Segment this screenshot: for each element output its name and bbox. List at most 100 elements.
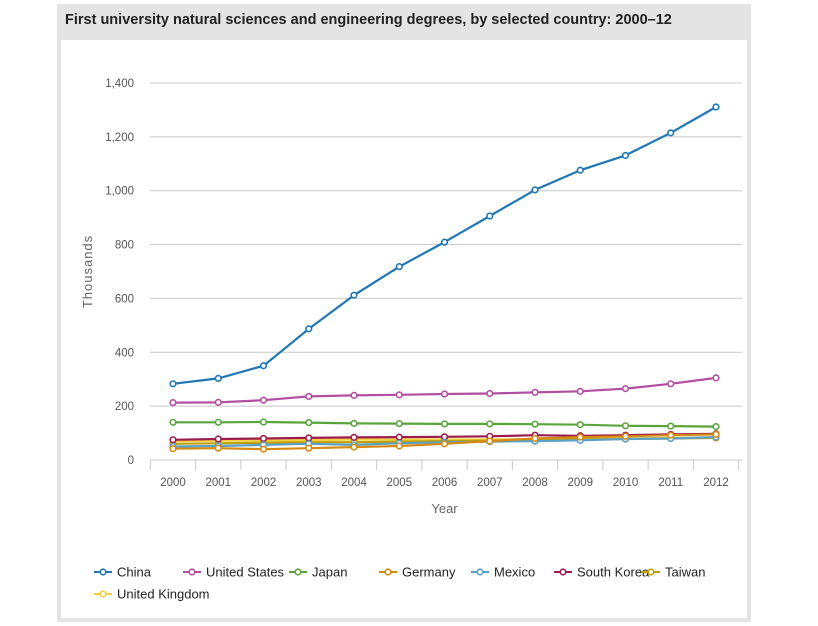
data-point-germany [531,434,539,443]
x-tick-label: 2010 [613,477,639,489]
x-tick-label: 2006 [432,477,458,489]
legend-label-germany[interactable]: Germany [402,565,456,580]
data-point-germany [440,440,449,448]
x-tick-label: 2008 [522,477,548,489]
x-tick-label: 2009 [567,477,593,489]
data-point-germany [621,432,630,440]
data-point-japan [667,422,675,430]
legend-label-united-states[interactable]: United States [206,565,285,580]
data-point-germany [667,431,675,439]
data-point-germany [305,444,313,452]
data-point-germany [576,433,584,441]
data-point-united-states [667,380,675,388]
data-point-united-states [531,388,539,397]
data-point-united-states [350,391,358,399]
data-point-germany [486,437,494,445]
data-point-china [214,374,222,383]
data-point-united-states [214,398,222,406]
legend-marker-united-kingdom[interactable] [99,590,107,598]
data-point-united-states [440,390,449,398]
data-point-japan [305,418,313,427]
legend-label-south-korea[interactable]: South Korea [577,565,650,580]
x-tick-label: 2011 [658,477,683,489]
chart-header: First university natural sciences and en… [57,4,751,40]
x-tick-label: 2005 [386,477,412,489]
data-point-united-states [169,399,177,407]
x-tick-label: 2004 [341,477,367,489]
x-tick-label: 2003 [296,477,322,489]
data-point-japan [169,418,177,426]
data-point-japan [576,421,584,429]
legend-marker-south-korea[interactable] [559,568,567,576]
data-point-japan [259,418,268,426]
data-point-south-korea [259,434,268,443]
data-point-china [712,103,720,111]
y-tick-label: 600 [115,293,134,305]
data-point-south-korea [169,436,177,444]
data-point-china [259,362,268,370]
legend-marker-taiwan[interactable] [647,568,655,576]
x-tick-label: 2007 [477,477,503,489]
data-point-germany [214,444,222,452]
legend-label-taiwan[interactable]: Taiwan [665,565,705,580]
data-point-japan [440,420,449,428]
data-point-germany [712,430,720,439]
chart-title: First university natural sciences and en… [65,12,672,28]
data-point-germany [169,445,177,453]
data-point-china [440,238,449,246]
legend-marker-japan[interactable] [294,568,302,576]
data-point-china [169,380,177,388]
legend-label-mexico[interactable]: Mexico [494,565,535,580]
y-tick-label: 1,000 [105,186,134,198]
data-point-south-korea [305,434,313,442]
y-axis-title: Thousands [80,235,95,308]
y-tick-label: 1,400 [105,78,134,90]
data-point-china [531,186,539,194]
data-point-japan [214,418,222,426]
data-point-china [667,129,675,137]
y-tick-label: 800 [115,240,134,252]
y-tick-label: 400 [115,347,134,359]
data-point-united-states [712,374,720,382]
data-point-japan [621,422,630,430]
y-tick-label: 200 [115,401,134,413]
data-point-germany [350,443,358,451]
legend-marker-china[interactable] [99,568,107,576]
series-line-united-states [172,376,717,404]
y-tick-label: 1,200 [105,132,134,144]
legend-label-united-kingdom[interactable]: United Kingdom [117,587,210,602]
data-point-japan [395,420,403,428]
x-tick-label: 2002 [251,477,277,489]
legend-label-japan[interactable]: Japan [312,565,347,580]
data-point-china [621,151,630,160]
data-point-germany [395,442,403,450]
chart-panel: 0 200 400 600 800 1,000 1,200 1,400 2000 2001 2002… [61,40,747,618]
data-point-south-korea [214,435,222,443]
data-point-china [395,263,403,271]
data-point-united-states [576,387,584,395]
x-tick-label: 2012 [703,477,729,489]
data-point-china [576,166,584,174]
data-point-japan [486,420,494,428]
x-tick-label: 2000 [160,477,186,489]
data-point-china [350,291,358,299]
x-tick-label: 2001 [205,477,231,489]
legend-label-china[interactable]: China [117,565,152,580]
data-point-united-states [395,391,403,399]
data-point-china [305,325,313,333]
legend-marker-germany[interactable] [384,568,392,576]
data-point-south-korea [350,433,358,441]
legend-marker-mexico[interactable] [476,568,484,576]
y-tick-label: 0 [128,455,134,467]
data-point-japan [712,423,720,431]
data-point-japan [350,419,358,427]
data-point-united-states [259,396,268,404]
data-point-south-korea [395,433,403,441]
x-axis-title: Year [431,501,458,516]
data-point-united-states [305,392,313,401]
data-point-united-states [621,385,630,393]
line-chart: 0 200 400 600 800 1,000 1,200 1,400 2000 2001 2002… [80,78,742,602]
data-point-japan [531,420,539,428]
data-point-united-states [486,389,494,398]
legend-marker-united-states[interactable] [188,568,196,576]
